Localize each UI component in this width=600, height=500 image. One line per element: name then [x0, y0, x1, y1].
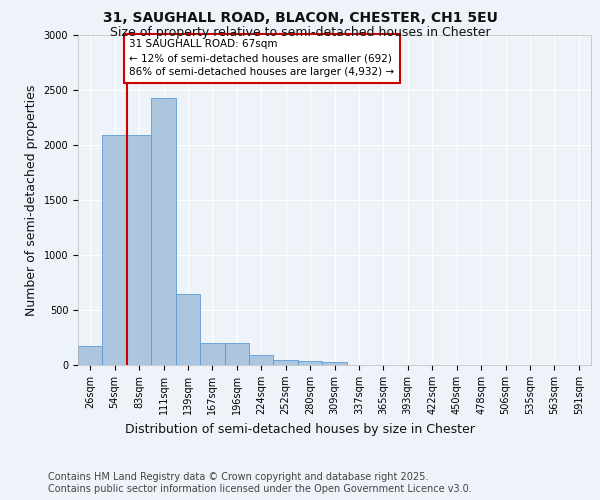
Bar: [127, 135, 151, 365]
Bar: [103, 135, 127, 365]
Bar: [274, 360, 298, 365]
Bar: [249, 355, 274, 365]
Text: Contains HM Land Registry data © Crown copyright and database right 2025.
Contai: Contains HM Land Registry data © Crown c…: [48, 472, 472, 494]
Bar: [151, 98, 176, 365]
Text: 31, SAUGHALL ROAD, BLACON, CHESTER, CH1 5EU: 31, SAUGHALL ROAD, BLACON, CHESTER, CH1 …: [103, 11, 497, 25]
Bar: [298, 360, 322, 365]
Bar: [78, 346, 103, 365]
Text: Size of property relative to semi-detached houses in Chester: Size of property relative to semi-detach…: [110, 26, 490, 39]
Text: Distribution of semi-detached houses by size in Chester: Distribution of semi-detached houses by …: [125, 422, 475, 436]
Bar: [322, 362, 347, 365]
Bar: [176, 294, 200, 365]
Y-axis label: Number of semi-detached properties: Number of semi-detached properties: [25, 84, 38, 316]
Bar: [224, 343, 249, 365]
Text: 31 SAUGHALL ROAD: 67sqm
← 12% of semi-detached houses are smaller (692)
86% of s: 31 SAUGHALL ROAD: 67sqm ← 12% of semi-de…: [130, 40, 394, 78]
Bar: [200, 343, 224, 365]
